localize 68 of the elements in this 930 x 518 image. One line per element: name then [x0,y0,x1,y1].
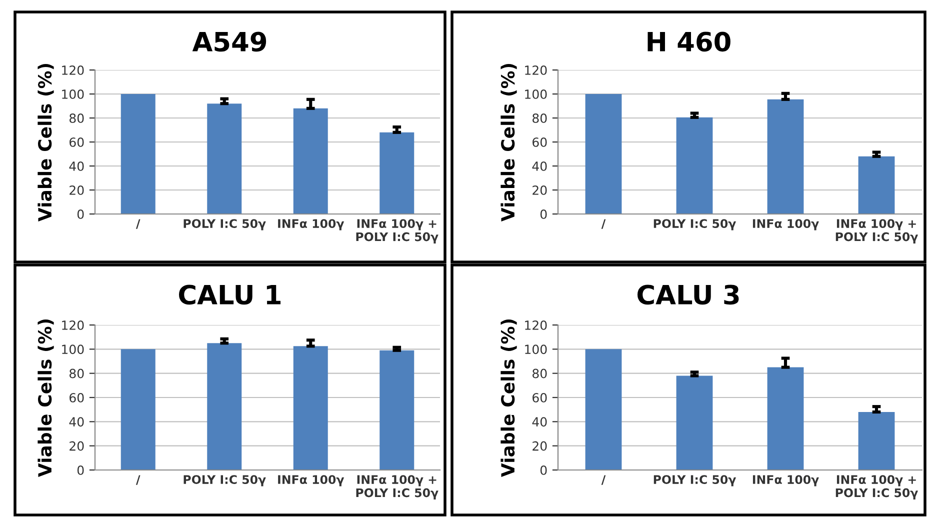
x-tick-label: / [136,475,140,485]
x-tick-label: INFα 100γ + POLY I:C 50γ [356,475,438,500]
x-tick-label: POLY I:C 50γ [184,219,266,230]
y-tick-label: 80 [532,368,547,378]
y-axis-title: Viable Cells (%) [500,319,517,478]
bar [585,94,622,214]
y-tick-label: 0 [77,465,84,475]
y-tick-label: 120 [62,320,84,330]
y-tick-label: 0 [540,209,547,219]
chart-title: CALU 3 [638,284,739,305]
x-tick-label: POLY I:C 50γ [184,475,266,486]
bar [585,349,622,470]
x-tick-label: INFα 100γ + POLY I:C 50γ [356,219,438,244]
bar [120,349,156,470]
bar [207,104,242,214]
bar [120,94,156,214]
y-tick-label: 60 [532,392,547,402]
y-tick-label: 0 [77,209,84,219]
chart-title: A549 [192,32,266,52]
y-tick-label: 120 [525,320,547,330]
y-tick-label: 100 [62,89,84,99]
y-tick-label: 20 [532,185,547,195]
y-tick-label: 0 [540,465,547,475]
bar [858,412,895,470]
bar [293,108,328,214]
x-tick-label: INFα 100γ [278,219,344,230]
y-tick-label: 40 [69,417,84,427]
x-tick-label: INFα 100γ [752,475,819,486]
y-tick-label: 60 [70,392,84,402]
x-tick-label: / [601,219,606,229]
bar [207,343,242,470]
y-tick-label: 100 [525,344,547,354]
y-tick-label: 20 [532,441,547,451]
y-tick-label: 20 [70,441,84,451]
x-tick-label: / [136,219,140,229]
x-tick-label: INFα 100γ + POLY I:C 50γ [836,475,918,500]
y-tick-label: 120 [62,65,84,75]
y-tick-label: 60 [70,137,84,147]
x-tick-label: INFα 100γ [752,219,819,230]
y-tick-label: 80 [70,368,84,378]
bar [380,350,414,470]
bar [767,367,804,470]
y-tick-label: 60 [532,137,547,147]
x-tick-label: INFα 100γ [278,475,344,486]
chart-title: CALU 1 [179,284,280,305]
y-tick-label: 40 [532,417,547,427]
y-tick-label: 80 [532,113,547,123]
bar [293,346,328,470]
y-tick-label: 120 [525,65,547,75]
y-tick-label: 80 [70,113,84,123]
y-tick-label: 40 [69,161,84,171]
chart-title: H 460 [648,32,730,52]
y-tick-label: 20 [70,185,84,195]
y-axis-title: Viable Cells (%) [500,64,517,222]
bar [676,376,713,470]
y-axis-title: Viable Cells (%) [38,64,54,222]
x-tick-label: POLY I:C 50γ [654,475,736,486]
y-tick-label: 100 [62,344,84,354]
x-tick-label: INFα 100γ + POLY I:C 50γ [836,219,918,244]
y-axis-title: Viable Cells (%) [38,319,54,478]
bar [676,117,713,214]
y-tick-label: 40 [532,161,547,171]
bar [858,156,895,214]
x-tick-label: / [601,475,606,485]
bar [767,99,804,214]
bar [380,132,414,214]
x-tick-label: POLY I:C 50γ [654,219,736,230]
y-tick-label: 100 [525,89,547,99]
